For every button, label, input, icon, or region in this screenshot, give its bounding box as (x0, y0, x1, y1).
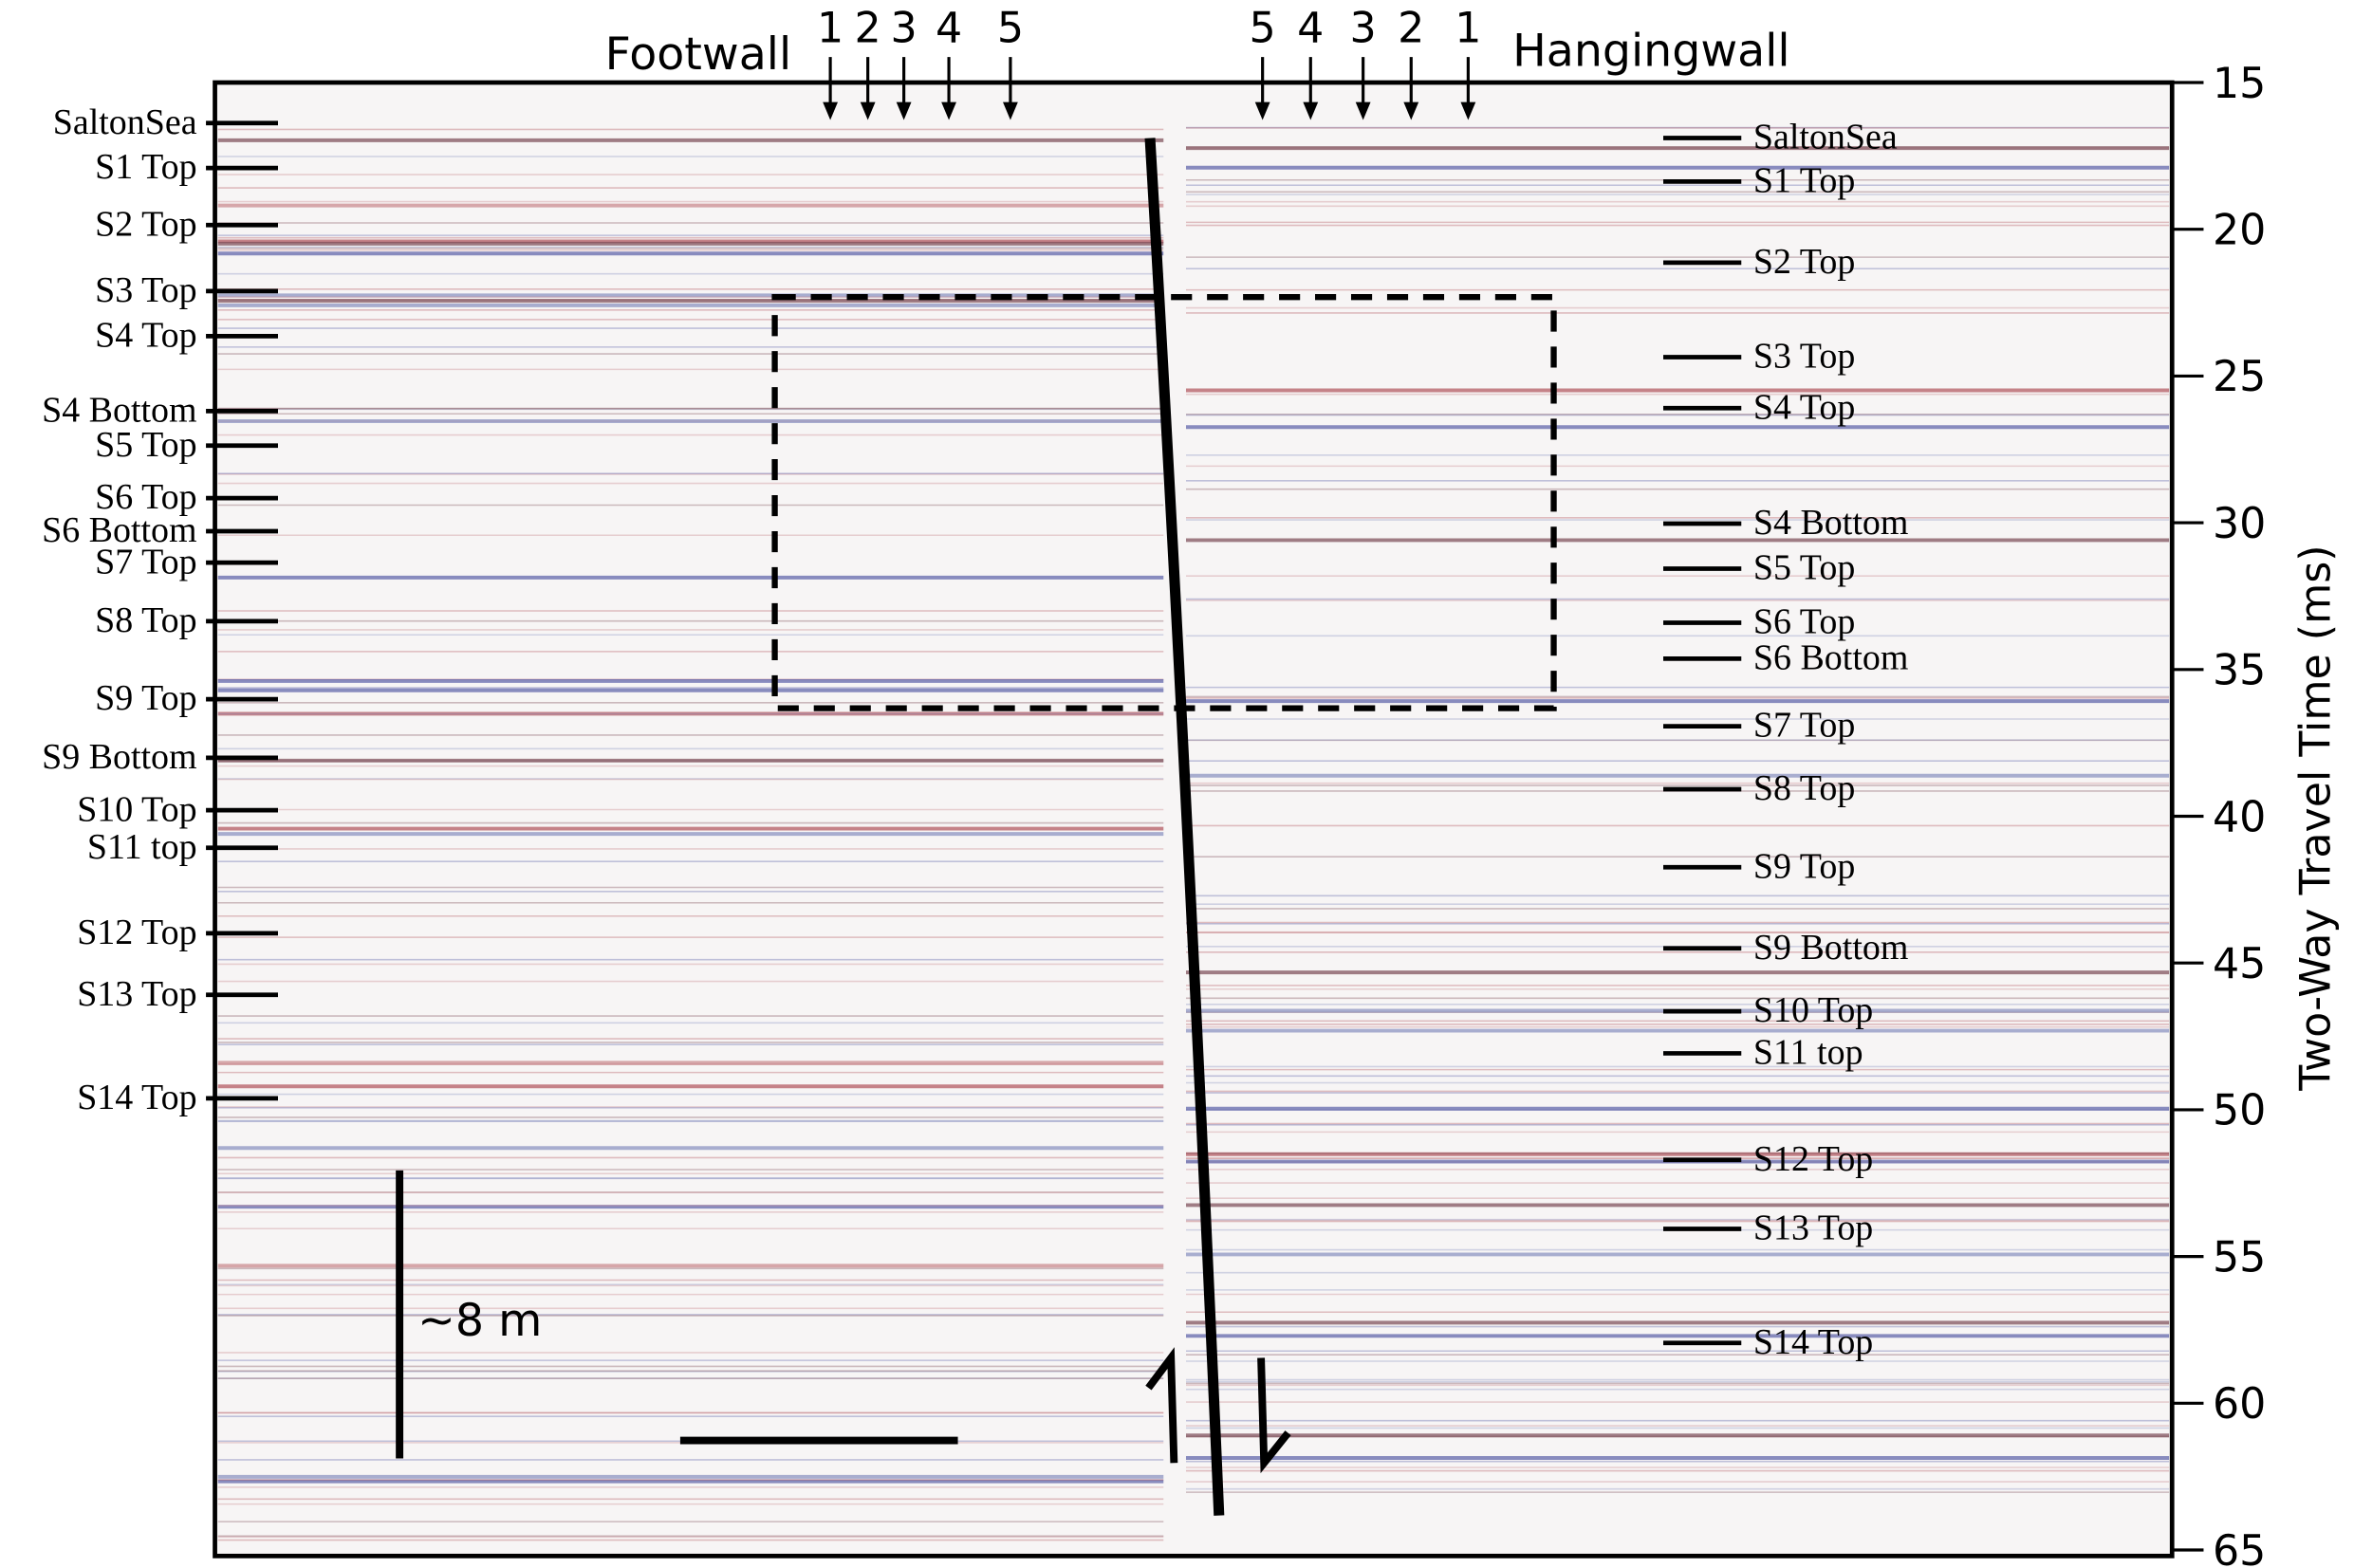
horizon-label: SaltonSea (53, 102, 197, 142)
axis-label: Two-Way Travel Time (ms) (2291, 544, 2340, 1091)
page: ~8 m Footwall Hangingwall Two-Way Travel… (0, 0, 2354, 1568)
marker-number: 4 (1297, 4, 1324, 52)
horizon-label: S12 Top (77, 913, 196, 952)
horizon-label: S6 Bottom (1753, 637, 1908, 677)
horizon-label: S9 Bottom (1753, 928, 1908, 968)
y-tick-label: 30 (2213, 500, 2266, 548)
horizon-label: S10 Top (1753, 990, 1873, 1030)
footwall-label: Footwall (605, 28, 791, 81)
y-tick-label: 20 (2213, 207, 2266, 255)
horizon-label: S9 Top (95, 678, 196, 718)
horizon-label: S3 Top (95, 270, 196, 310)
horizon-label: S5 Top (1753, 548, 1855, 588)
marker-number: 3 (1350, 4, 1377, 52)
y-tick-label: 35 (2213, 647, 2266, 695)
scale-label: ~8 m (417, 1295, 542, 1347)
marker-number: 2 (855, 4, 881, 52)
horizon-label: S11 top (87, 827, 197, 867)
y-tick-label: 55 (2213, 1233, 2266, 1282)
horizon-label: S4 Top (95, 315, 196, 355)
y-tick-label: 65 (2213, 1527, 2266, 1568)
horizon-label: S8 Top (95, 600, 196, 640)
marker-number: 3 (891, 4, 918, 52)
y-tick-label: 15 (2213, 60, 2266, 108)
hangingwall-label: Hangingwall (1512, 26, 1790, 78)
y-tick-label: 60 (2213, 1380, 2266, 1429)
horizon-label: S1 Top (1753, 160, 1855, 200)
horizon-label: S5 Top (95, 425, 196, 465)
horizon-label: S8 Top (1753, 768, 1855, 808)
y-tick-label: 50 (2213, 1087, 2266, 1135)
horizon-label: SaltonSea (1753, 118, 1898, 157)
marker-number: 5 (997, 4, 1024, 52)
horizon-label: S14 Top (1753, 1322, 1873, 1362)
horizon-label: S3 Top (1753, 337, 1855, 377)
horizon-label: S4 Bottom (1753, 503, 1908, 543)
horizon-label: S13 Top (77, 974, 196, 1014)
horizon-label: S2 Top (95, 204, 196, 244)
seismic-figure: ~8 m Footwall Hangingwall Two-Way Travel… (0, 0, 2354, 1568)
horizon-label: S14 Top (77, 1078, 196, 1117)
marker-number: 1 (817, 4, 843, 52)
horizon-label: S9 Bottom (42, 737, 196, 777)
y-tick-label: 45 (2213, 940, 2266, 988)
horizon-label: S13 Top (1753, 1208, 1873, 1248)
horizon-label: S4 Top (1753, 387, 1855, 427)
marker-number: 1 (1455, 4, 1481, 52)
horizon-label: S9 Top (1753, 846, 1855, 886)
horizon-label: S2 Top (1753, 242, 1855, 282)
marker-number: 5 (1250, 4, 1276, 52)
marker-number: 2 (1398, 4, 1424, 52)
horizon-label: S7 Top (95, 542, 196, 581)
horizon-label: S11 top (1753, 1033, 1863, 1073)
horizon-label: S6 Top (1753, 602, 1855, 642)
horizon-label: S7 Top (1753, 706, 1855, 746)
marker-number: 4 (936, 4, 962, 52)
horizon-label: S1 Top (95, 147, 196, 187)
horizon-label: S12 Top (1753, 1139, 1873, 1179)
y-tick-label: 25 (2213, 353, 2266, 401)
horizon-label: S10 Top (77, 789, 196, 829)
y-tick-label: 40 (2213, 793, 2266, 841)
